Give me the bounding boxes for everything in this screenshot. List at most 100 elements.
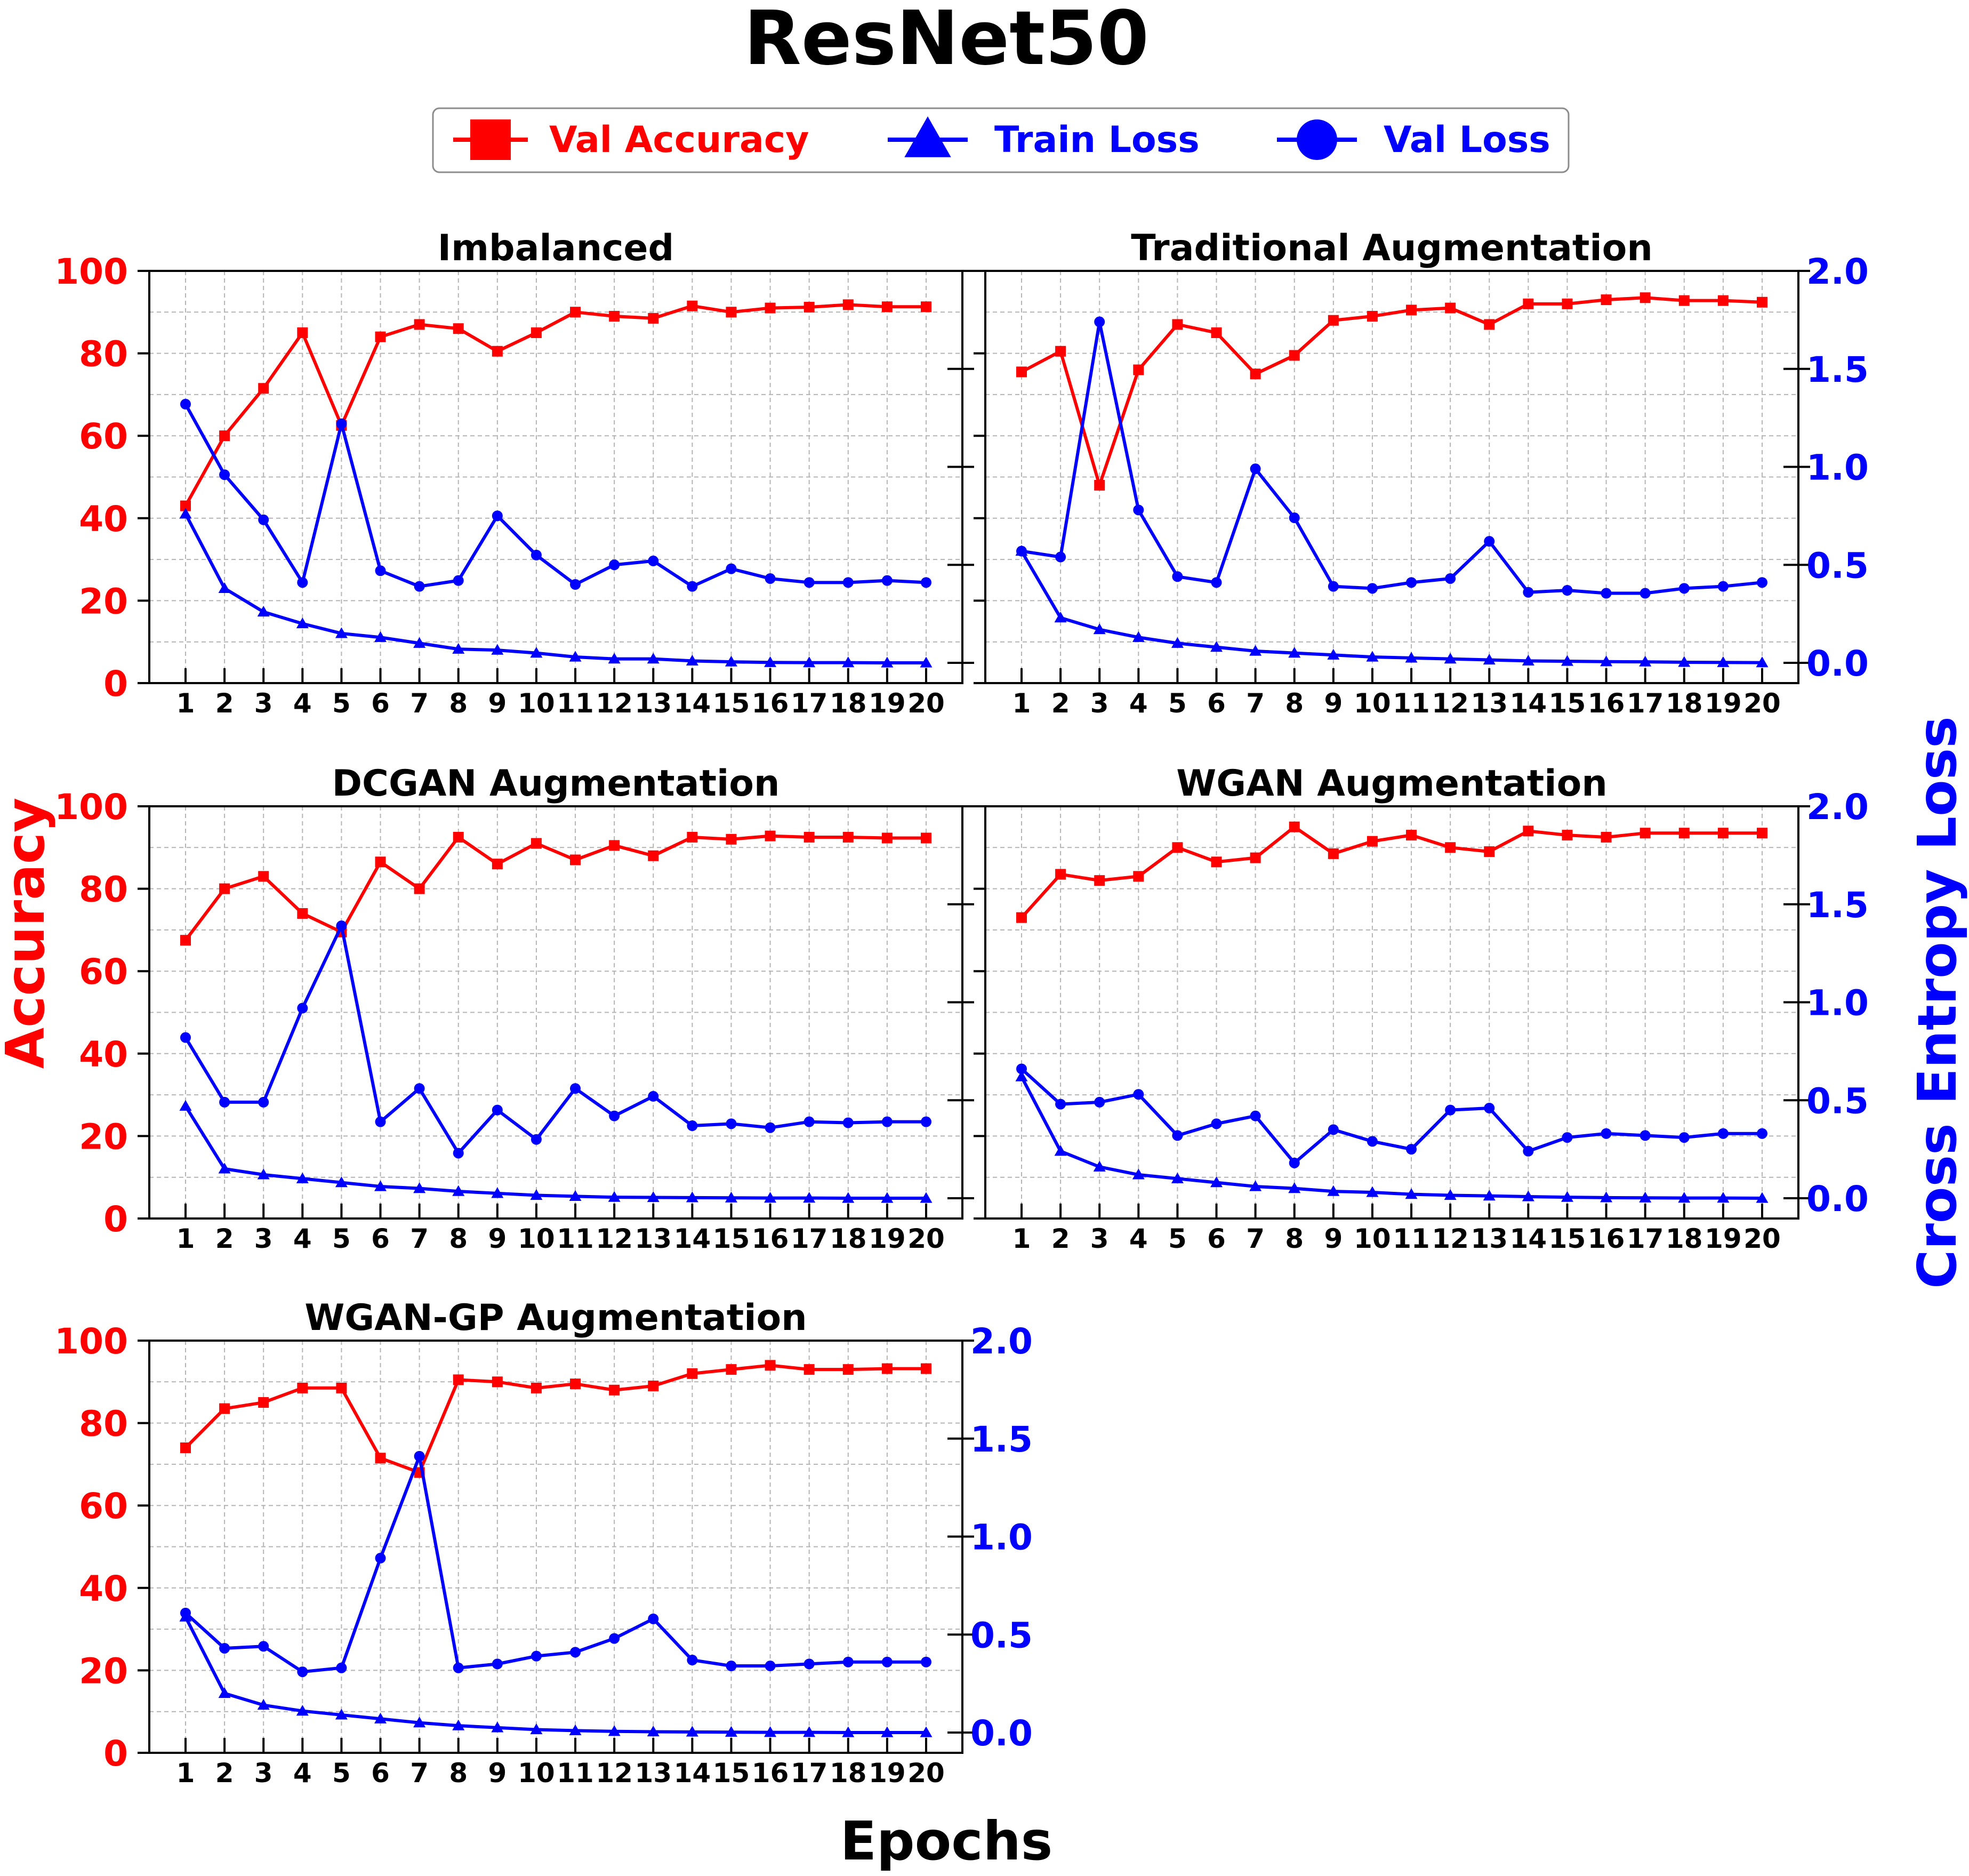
series-train-loss xyxy=(179,1610,933,1737)
data-point xyxy=(1172,571,1183,582)
y-tick-label-right: 0.5 xyxy=(1806,545,1869,586)
x-tick-label: 12 xyxy=(1432,1223,1469,1254)
legend-marker-square xyxy=(470,119,511,160)
data-point xyxy=(414,319,425,330)
y-tick-label-left: 60 xyxy=(79,416,128,457)
x-tick-label: 13 xyxy=(634,1758,672,1789)
x-tick-label: 20 xyxy=(907,1758,945,1789)
data-point xyxy=(1327,1185,1340,1196)
data-point xyxy=(1250,368,1261,380)
y-tick-label-right: 1.0 xyxy=(1806,447,1869,488)
data-point xyxy=(296,618,309,629)
y-tick-label-left: 80 xyxy=(79,1404,128,1445)
legend-marker-triangle xyxy=(904,116,951,157)
x-axis-label: Epochs xyxy=(840,1810,1053,1872)
x-tick-label: 2 xyxy=(1051,688,1070,719)
data-point xyxy=(374,631,387,642)
data-point xyxy=(803,1364,815,1375)
x-tick-label: 3 xyxy=(1090,688,1109,719)
data-point xyxy=(1289,821,1300,832)
x-tick-label: 6 xyxy=(371,1758,390,1789)
data-point xyxy=(180,1032,191,1043)
x-tick-label: 13 xyxy=(634,1223,672,1254)
data-point xyxy=(1367,836,1378,847)
data-point xyxy=(881,1192,894,1203)
x-tick-label: 3 xyxy=(1090,1223,1109,1254)
axes-frame xyxy=(148,1340,963,1754)
x-tick-label: 4 xyxy=(1129,688,1148,719)
data-point xyxy=(609,1633,620,1644)
data-point xyxy=(1678,828,1690,839)
data-point xyxy=(842,1192,855,1203)
y-tick-label-right: 0.0 xyxy=(1806,643,1869,684)
series-line xyxy=(184,924,926,1155)
data-point xyxy=(531,327,542,338)
figure-title: ResNet50 xyxy=(744,0,1149,82)
data-point xyxy=(687,581,698,592)
data-point xyxy=(569,1190,582,1201)
data-point xyxy=(1367,1136,1378,1147)
legend-marker-circle xyxy=(1297,119,1337,160)
x-tick-label: 6 xyxy=(1207,1223,1226,1254)
y-tick-label-right: 1.0 xyxy=(1806,983,1869,1024)
data-point xyxy=(258,1397,269,1408)
data-point xyxy=(413,637,426,648)
x-tick-label: 11 xyxy=(1393,688,1430,719)
data-point xyxy=(1639,1191,1652,1202)
x-tick-label: 19 xyxy=(869,688,906,719)
x-tick-label: 16 xyxy=(752,1223,789,1254)
data-point xyxy=(648,1091,659,1102)
data-point xyxy=(218,1163,231,1174)
data-point xyxy=(296,1705,309,1716)
data-point xyxy=(1133,1089,1144,1100)
series-val-loss xyxy=(180,1450,931,1678)
data-point xyxy=(1717,1192,1730,1203)
data-point xyxy=(336,1662,347,1673)
data-point xyxy=(531,549,542,560)
series-line xyxy=(184,1454,926,1674)
data-point xyxy=(1523,587,1534,598)
data-point xyxy=(1445,1104,1456,1116)
data-point xyxy=(297,1666,308,1678)
y-tick-label-right: 1.5 xyxy=(1806,885,1869,926)
legend-label: Val Loss xyxy=(1384,119,1550,161)
data-point xyxy=(1093,623,1106,635)
y-tick-label-right: 2.0 xyxy=(970,1321,1033,1362)
data-point xyxy=(530,1189,543,1200)
data-point xyxy=(1249,1180,1262,1191)
data-point xyxy=(920,1726,933,1737)
data-point xyxy=(492,859,503,870)
data-point xyxy=(881,575,893,586)
data-point xyxy=(414,1450,425,1462)
data-point xyxy=(921,301,931,312)
x-tick-label: 1 xyxy=(1012,1223,1031,1254)
data-point xyxy=(492,510,503,522)
y-tick-label-left: 40 xyxy=(79,1034,128,1075)
series-line xyxy=(184,403,927,588)
data-point xyxy=(257,1699,270,1710)
data-point xyxy=(336,418,347,429)
data-point xyxy=(452,643,465,654)
data-point xyxy=(530,647,543,658)
data-point xyxy=(1639,655,1652,667)
data-point xyxy=(1366,1186,1379,1197)
series-val-loss xyxy=(180,920,931,1159)
data-point xyxy=(1523,298,1534,309)
data-point xyxy=(1562,830,1573,841)
data-point xyxy=(570,579,581,590)
data-point xyxy=(1133,504,1144,516)
data-point xyxy=(647,1191,660,1202)
data-point xyxy=(1094,479,1105,491)
data-point xyxy=(1094,316,1105,327)
x-tick-label: 8 xyxy=(1285,1223,1304,1254)
data-point xyxy=(1600,655,1613,667)
data-point xyxy=(881,1726,894,1737)
data-point xyxy=(842,577,854,588)
data-point xyxy=(609,1384,620,1396)
y-tick-label-left: 20 xyxy=(79,581,128,622)
data-point xyxy=(453,1148,464,1159)
data-point xyxy=(764,1726,777,1737)
data-point xyxy=(1601,294,1612,306)
data-point xyxy=(1523,825,1534,837)
